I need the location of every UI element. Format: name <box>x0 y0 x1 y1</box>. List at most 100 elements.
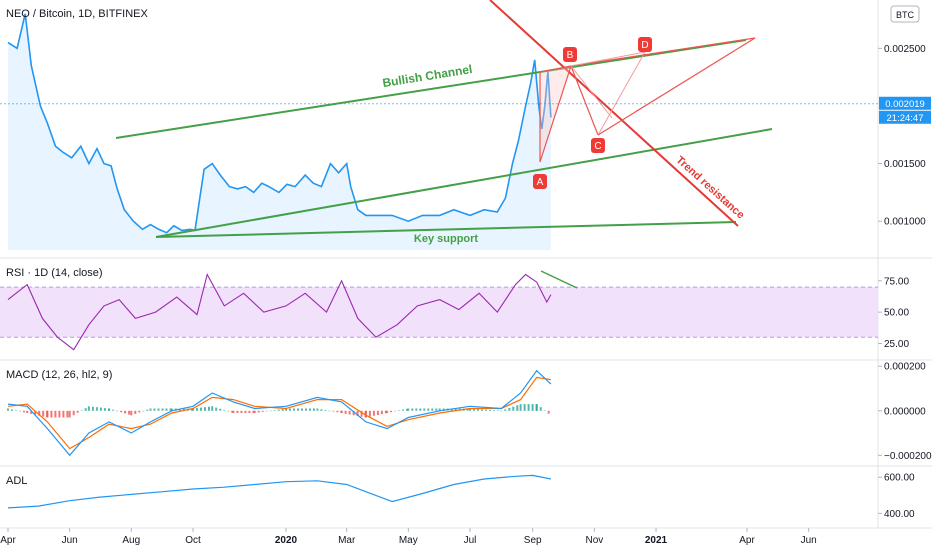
macd-histogram-bar <box>336 410 339 413</box>
macd-histogram-bar <box>236 410 239 413</box>
macd-histogram-bar <box>477 409 479 411</box>
marker-a[interactable]: A <box>533 174 547 189</box>
macd-histogram-bar <box>356 410 359 416</box>
abcd-pattern[interactable] <box>539 37 756 163</box>
date-axis[interactable]: Apr Jun Aug Oct 2020 Mar May Jul Sep Nov 2021 Apr Ju… <box>0 528 817 546</box>
macd-histogram-bar <box>380 410 383 415</box>
marker-a-box <box>533 174 547 189</box>
adl-pane[interactable]: ADL <box>6 474 552 509</box>
y-axis-ticks: 0.001000 0.001500 0.002500 25.00 50.00 75.00 −… <box>878 44 932 520</box>
macd-histogram-bar <box>112 409 115 411</box>
macd-histogram-bar <box>66 410 69 418</box>
rsi-line[interactable] <box>7 273 552 351</box>
pattern-leg <box>539 65 572 163</box>
macd-histogram-bar <box>289 408 291 411</box>
macd-histogram-bar <box>523 404 526 411</box>
y-tick-label: 0.000200 <box>884 362 926 373</box>
signal-line[interactable] <box>7 376 551 450</box>
macd-pane[interactable]: MACD (12, 26, hl2, 9) <box>6 369 552 457</box>
pattern-leg <box>570 51 646 67</box>
marker-d[interactable]: D <box>638 37 652 52</box>
macd-histogram-bar <box>547 410 550 414</box>
macd-histogram-bar <box>34 410 37 415</box>
adl-line[interactable] <box>7 474 552 509</box>
macd-histogram-bar <box>394 410 397 412</box>
rsi-pane[interactable]: RSI · 1D (14, close) <box>0 267 878 351</box>
adl-title: ADL <box>6 475 27 487</box>
macd-histogram-bar <box>192 408 194 411</box>
marker-c[interactable]: C <box>591 138 605 153</box>
macd-histogram-bar <box>305 408 307 411</box>
macd-histogram-bar <box>62 410 65 418</box>
macd-histogram-bar <box>277 409 280 411</box>
price-line[interactable] <box>7 13 552 234</box>
macd-histogram-bar <box>265 410 268 412</box>
macd-histogram-bar <box>332 410 335 412</box>
macd-line[interactable] <box>7 369 552 457</box>
macd-histogram-bar <box>527 404 530 411</box>
macd-histogram-bar <box>316 408 319 411</box>
macd-histogram-bar <box>30 410 33 414</box>
macd-histogram-bar <box>376 410 379 415</box>
macd-histogram-bar <box>481 409 483 411</box>
macd-histogram-bar <box>340 410 343 413</box>
macd-histogram-bar <box>134 410 137 414</box>
y-tick-label: 0.001000 <box>884 217 926 228</box>
x-tick-label: Nov <box>586 535 604 546</box>
macd-histogram-bar <box>153 408 156 411</box>
channel-upper-line[interactable] <box>115 39 747 139</box>
x-tick-label: Jul <box>464 535 477 546</box>
price-axis[interactable]: BTC 0.002019 21:24:47 <box>0 5 931 124</box>
macd-histogram-bar <box>313 408 315 411</box>
macd-histogram-bar <box>208 406 210 411</box>
pattern-leg <box>597 51 646 136</box>
macd-histogram-bar <box>26 410 29 413</box>
macd-histogram-bar <box>328 410 331 412</box>
currency-badge[interactable]: BTC <box>890 5 920 23</box>
macd-histogram-bar <box>120 410 123 413</box>
macd-histogram-bar <box>23 410 25 413</box>
marker-d-box <box>638 37 652 52</box>
rsi-band <box>0 287 878 338</box>
macd-histogram-bar <box>223 410 226 411</box>
macd-histogram-bar <box>297 408 299 411</box>
macd-histogram-bar <box>227 410 230 412</box>
macd-histogram-bar <box>232 410 235 413</box>
macd-histogram-bar <box>116 410 119 412</box>
x-tick-label: 2021 <box>645 535 668 546</box>
macd-histogram-bar <box>320 409 323 411</box>
y-tick-label: 0.001500 <box>884 159 926 170</box>
macd-histogram-bar <box>68 410 71 418</box>
macd-histogram-bar <box>161 408 164 411</box>
macd-histogram-bar <box>372 410 375 416</box>
trend-resistance-line[interactable] <box>489 0 739 227</box>
macd-histogram-bar <box>84 408 87 411</box>
macd-histogram-bar <box>454 408 457 411</box>
macd-histogram-bar <box>423 408 426 411</box>
macd-histogram-bar <box>231 410 234 413</box>
macd-histogram-bar <box>466 408 469 411</box>
y-tick-label: 0.000000 <box>884 406 926 417</box>
macd-histogram-bar <box>411 408 414 411</box>
channel-lower-line[interactable] <box>155 128 773 238</box>
macd-histogram-bar <box>415 408 418 411</box>
macd-histogram-bar <box>543 410 546 411</box>
macd-histogram-bar <box>138 410 141 413</box>
x-tick-label: May <box>399 535 418 546</box>
macd-histogram-bar <box>128 410 131 415</box>
macd-histogram-bar <box>427 408 430 411</box>
pattern-leg <box>570 37 756 67</box>
macd-histogram-bar <box>368 410 371 417</box>
key-support-line[interactable] <box>155 221 737 238</box>
macd-histogram-bar <box>273 410 276 411</box>
macd-histogram-bar <box>261 410 264 412</box>
macd-histogram-bar <box>149 408 152 411</box>
macd-histogram-bar <box>211 406 214 411</box>
macd-histogram-bar <box>324 410 327 411</box>
macd-histogram-bar <box>42 410 45 417</box>
macd-histogram-bar <box>252 410 255 413</box>
macd-title: MACD (12, 26, hl2, 9) <box>6 369 112 381</box>
marker-b[interactable]: B <box>563 47 577 62</box>
rsi-trendline[interactable] <box>540 270 578 289</box>
